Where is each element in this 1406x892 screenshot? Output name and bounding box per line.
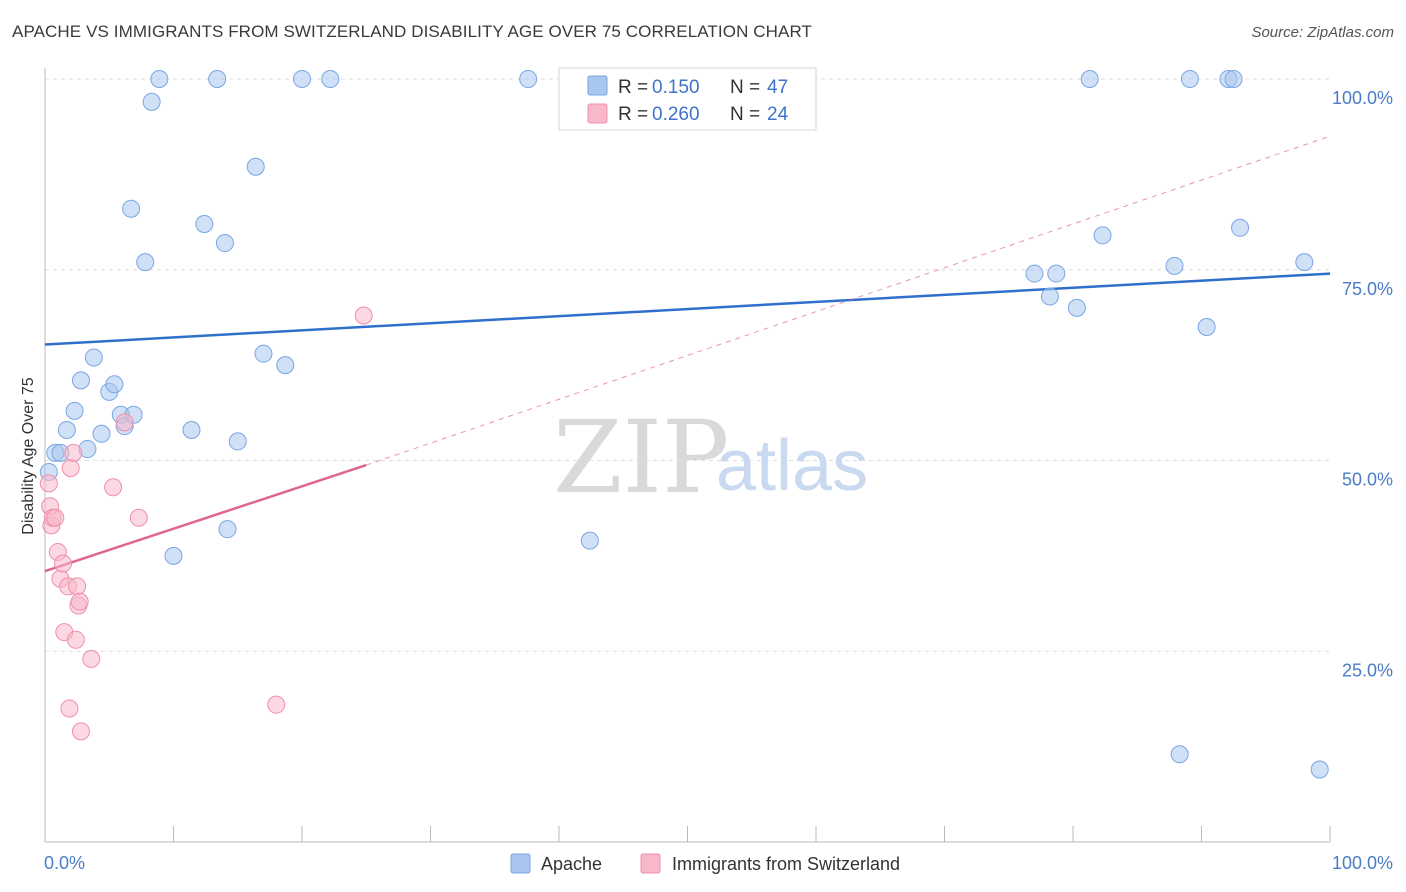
data-point-apache: [1231, 218, 1250, 237]
data-point-apache: [519, 70, 538, 88]
data-point-apache: [142, 92, 161, 111]
data-point-apache: [1295, 253, 1314, 272]
bottom-legend-swatch-apache: [510, 853, 531, 874]
grid-lines: [45, 78, 1330, 652]
data-point-apache: [150, 70, 169, 88]
legend-swatch-apache: [587, 75, 608, 96]
data-point-apache: [293, 70, 311, 88]
legend-n-label-swiss: N =: [730, 104, 760, 125]
bottom-legend-label-swiss: Immigrants from Switzerland: [672, 854, 900, 874]
top-legend: R = 0.150 N = 47 R = 0.260 N = 24: [558, 67, 817, 131]
data-point-apache: [1165, 256, 1184, 275]
data-point-swiss: [115, 413, 134, 432]
y-tick-label: 25.0%: [1342, 660, 1393, 680]
chart-title: APACHE VS IMMIGRANTS FROM SWITZERLAND DI…: [12, 22, 813, 41]
data-point-swiss: [354, 306, 373, 325]
trendline-apache-0: [44, 272, 1331, 346]
y-tick-label: 100.0%: [1332, 88, 1393, 108]
data-point-apache: [321, 70, 340, 88]
data-point-swiss: [53, 554, 72, 573]
axes: [44, 68, 1331, 843]
data-point-apache: [57, 420, 76, 439]
y-tick-label: 75.0%: [1342, 279, 1393, 299]
data-point-apache: [1310, 760, 1329, 779]
data-point-apache: [92, 424, 111, 443]
data-point-apache: [195, 214, 214, 233]
data-point-apache: [1047, 264, 1066, 283]
data-point-swiss: [68, 577, 87, 596]
data-point-swiss: [46, 508, 65, 527]
watermark-atlas: atlas: [716, 426, 868, 506]
data-point-apache: [65, 401, 84, 420]
data-point-apache: [136, 253, 155, 272]
data-point-apache: [228, 432, 247, 451]
data-point-apache: [105, 375, 124, 394]
data-point-apache: [1224, 70, 1243, 88]
x-tick-label-min: 0.0%: [44, 853, 85, 873]
data-point-swiss: [267, 695, 286, 714]
bottom-legend-label-apache: Apache: [541, 854, 602, 874]
data-point-swiss: [129, 508, 148, 527]
y-tick-label: 50.0%: [1342, 470, 1393, 490]
y-tick-labels: 25.0% 50.0% 75.0% 100.0%: [1332, 88, 1393, 680]
data-point-apache: [182, 420, 201, 439]
data-point-swiss: [39, 474, 58, 493]
legend-r-label-apache: R =: [618, 77, 648, 98]
legend-n-label-apache: N =: [730, 77, 760, 98]
legend-n-value-swiss: 24: [767, 104, 789, 125]
data-point-apache: [71, 371, 90, 390]
trendline-swiss-1: [44, 463, 367, 573]
data-point-swiss: [64, 443, 83, 462]
data-point-apache: [164, 546, 183, 565]
source-label: Source: ZipAtlas.com: [1251, 24, 1394, 41]
legend-r-label-swiss: R =: [618, 104, 648, 125]
data-point-apache: [246, 157, 265, 176]
data-point-apache: [276, 356, 295, 375]
bottom-legend-swatch-swiss: [640, 853, 661, 874]
data-point-apache: [1025, 264, 1044, 283]
x-tick-label-max: 100.0%: [1332, 853, 1393, 873]
data-point-apache: [254, 344, 273, 363]
y-axis-label: Disability Age Over 75: [20, 377, 37, 535]
legend-r-value-apache: 0.150: [652, 77, 700, 98]
data-point-apache: [122, 199, 141, 218]
data-point-apache: [580, 531, 599, 550]
data-point-swiss: [60, 699, 79, 718]
legend-r-value-swiss: 0.260: [652, 104, 700, 125]
watermark-zip: ZIP: [553, 399, 729, 516]
data-point-swiss: [71, 722, 90, 741]
legend-n-value-apache: 47: [767, 77, 788, 98]
trendlines: [44, 135, 1331, 573]
data-point-swiss: [104, 478, 123, 497]
data-point-apache: [1170, 745, 1189, 764]
data-point-apache: [1093, 226, 1112, 245]
data-point-apache: [1040, 287, 1059, 306]
data-point-apache: [84, 348, 103, 367]
data-point-swiss: [82, 649, 101, 668]
data-point-apache: [1180, 70, 1199, 88]
data-point-apache: [1067, 298, 1086, 317]
data-point-swiss: [66, 630, 85, 649]
data-point-apache: [1080, 70, 1099, 88]
data-point-swiss: [61, 459, 80, 478]
bottom-legend: Apache Immigrants from Switzerland: [510, 853, 900, 874]
data-point-apache: [218, 520, 237, 539]
data-point-apache: [208, 70, 227, 88]
data-point-apache: [215, 234, 234, 253]
data-point-swiss: [70, 592, 89, 611]
data-points: [39, 70, 1329, 779]
data-point-apache: [1197, 317, 1216, 336]
legend-swatch-swiss: [587, 103, 608, 124]
